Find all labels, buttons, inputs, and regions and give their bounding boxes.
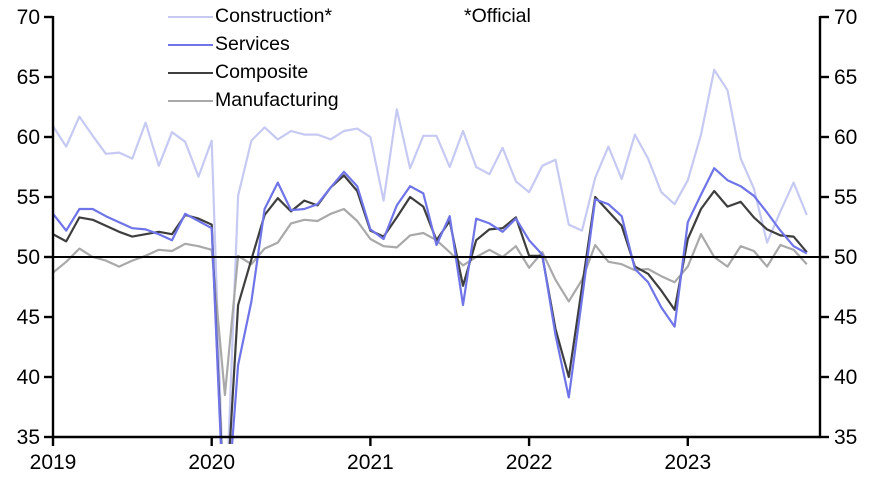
legend-label-manufacturing: Manufacturing bbox=[215, 89, 339, 112]
series-construction bbox=[52, 68, 808, 444]
y-tick-label-right-40: 40 bbox=[834, 366, 858, 389]
y-tick-label-left-45: 45 bbox=[16, 306, 40, 329]
x-tick-label-2021: 2021 bbox=[347, 451, 394, 474]
y-tick-label-left-60: 60 bbox=[16, 126, 40, 149]
y-tick-label-right-65: 65 bbox=[834, 66, 858, 89]
x-tick-label-2022: 2022 bbox=[505, 451, 553, 474]
y-tick-label-right-35: 35 bbox=[834, 426, 858, 449]
y-tick-label-left-65: 65 bbox=[16, 66, 40, 89]
legend-label-construction: Construction* bbox=[215, 5, 333, 28]
x-tick-label-2020: 2020 bbox=[188, 451, 236, 474]
legend-label-services: Services bbox=[215, 33, 290, 56]
composite-line-swatch bbox=[168, 72, 213, 74]
y-tick-label-right-70: 70 bbox=[834, 6, 858, 29]
manufacturing-line-swatch bbox=[168, 100, 213, 102]
y-tick-label-left-35: 35 bbox=[16, 426, 40, 449]
y-tick-label-right-50: 50 bbox=[834, 246, 858, 269]
y-tick-label-right-55: 55 bbox=[834, 186, 858, 209]
legend-item-composite: Composite bbox=[168, 59, 339, 87]
y-tick-label-left-40: 40 bbox=[16, 366, 40, 389]
legend: Construction* Services Composite Manufac… bbox=[168, 3, 339, 115]
legend-item-manufacturing: Manufacturing bbox=[168, 87, 339, 115]
x-tick-label-2019: 2019 bbox=[29, 451, 77, 474]
legend-item-construction: Construction* bbox=[168, 3, 339, 31]
legend-item-services: Services bbox=[168, 31, 339, 59]
services-line-swatch bbox=[168, 44, 213, 46]
y-tick-label-left-55: 55 bbox=[16, 186, 40, 209]
x-tick-label-2023: 2023 bbox=[664, 451, 712, 474]
official-footnote: *Official bbox=[464, 5, 531, 27]
construction-line-swatch bbox=[168, 16, 213, 18]
y-tick-label-right-60: 60 bbox=[834, 126, 858, 149]
y-tick-label-left-70: 70 bbox=[16, 6, 40, 29]
y-tick-label-right-45: 45 bbox=[834, 306, 858, 329]
legend-label-composite: Composite bbox=[215, 61, 309, 84]
y-tick-label-left-50: 50 bbox=[16, 246, 40, 269]
series-services bbox=[52, 167, 808, 444]
